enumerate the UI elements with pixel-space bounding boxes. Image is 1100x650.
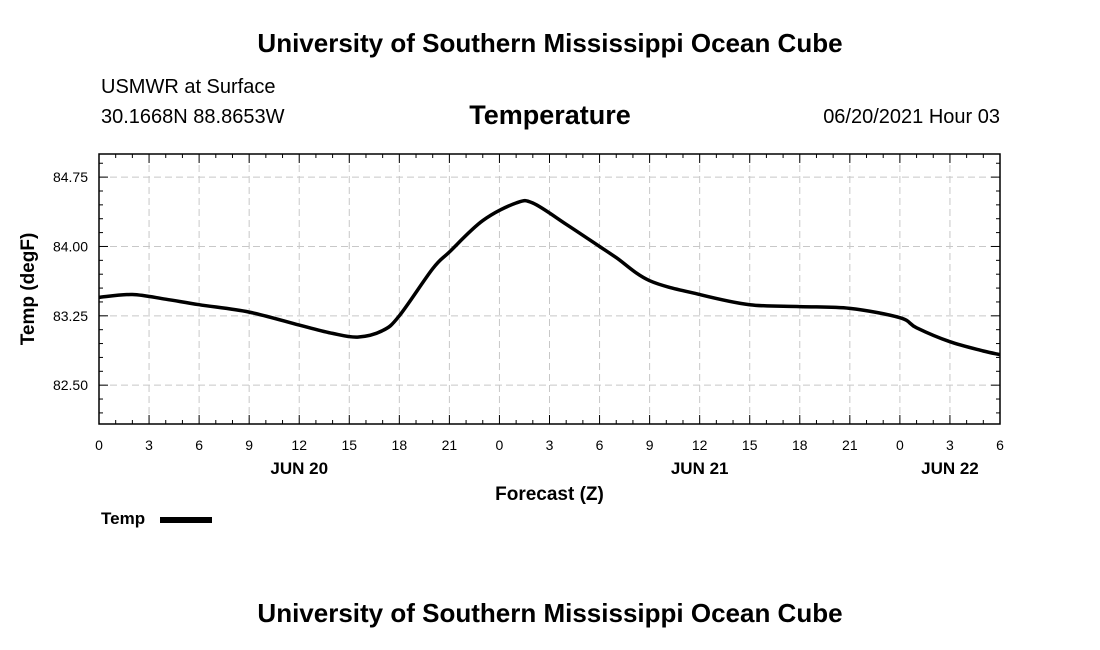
- x-tick-label: 18: [392, 437, 408, 453]
- station-label: USMWR at Surface: [101, 76, 276, 98]
- grid-layer: [99, 154, 1000, 424]
- x-tick-label: 6: [596, 437, 604, 453]
- datetime-label: 06/20/2021 Hour 03: [823, 106, 1000, 128]
- x-tick-label: 0: [496, 437, 504, 453]
- plot-frame: [98, 153, 1001, 425]
- y-axis-title: Temp (degF): [18, 233, 39, 346]
- x-tick-label: 9: [646, 437, 654, 453]
- date-label: JUN 21: [671, 459, 729, 478]
- x-axis-title: Forecast (Z): [495, 484, 604, 505]
- x-tick-label: 3: [546, 437, 554, 453]
- coordinates-label: 30.1668N 88.8653W: [101, 106, 285, 128]
- x-tick-label: 6: [195, 437, 203, 453]
- x-tick-label: 9: [245, 437, 253, 453]
- page-title: University of Southern Mississippi Ocean…: [257, 28, 843, 58]
- x-tick-label: 6: [996, 437, 1004, 453]
- chart-title: Temperature: [469, 100, 631, 130]
- date-label: JUN 22: [921, 459, 979, 478]
- x-tick-label: 21: [442, 437, 458, 453]
- x-tick-label: 12: [692, 437, 708, 453]
- x-tick-label: 15: [341, 437, 357, 453]
- legend-swatch: [160, 517, 212, 523]
- y-tick-label: 84.00: [53, 238, 88, 254]
- date-label: JUN 20: [270, 459, 328, 478]
- x-tick-label: 15: [742, 437, 758, 453]
- y-tick-label: 82.50: [53, 377, 88, 393]
- x-tick-label: 0: [95, 437, 103, 453]
- footer-title: University of Southern Mississippi Ocean…: [257, 598, 843, 628]
- x-tick-label: 3: [145, 437, 153, 453]
- y-tick-label: 83.25: [53, 308, 88, 324]
- x-tick-label: 21: [842, 437, 858, 453]
- y-tick-label: 84.75: [53, 169, 88, 185]
- label-layer: 0 3 6 9 12 15 18 21 0 3 6 9 12 15 18 21 0 3 6 82.50 83.25 84.…: [18, 169, 1004, 505]
- series-line-temp: [98, 198, 1001, 357]
- x-tick-label: 3: [946, 437, 954, 453]
- series-layer: [98, 198, 1001, 357]
- legend-label: Temp: [101, 509, 146, 528]
- x-tick-label: 0: [896, 437, 904, 453]
- x-tick-label: 12: [291, 437, 307, 453]
- x-tick-label: 18: [792, 437, 808, 453]
